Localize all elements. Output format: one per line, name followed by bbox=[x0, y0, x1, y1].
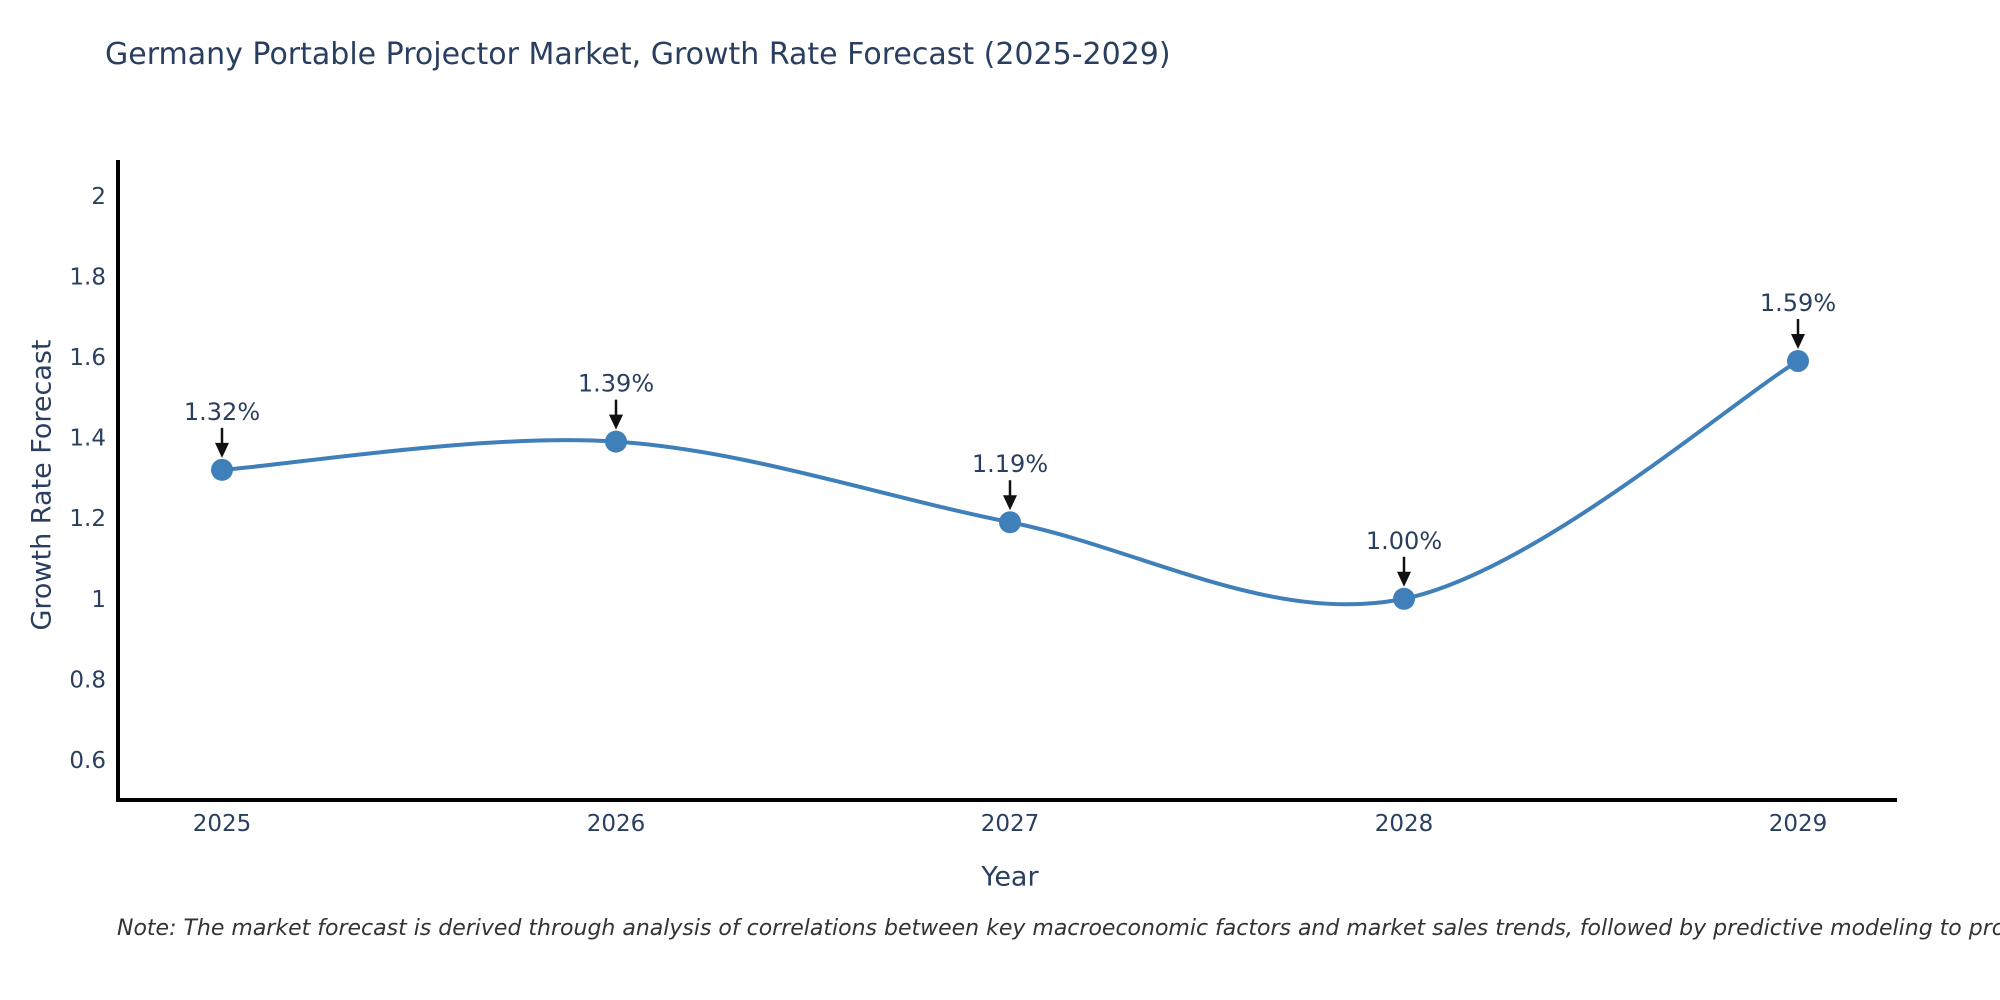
annotation-arrow-head bbox=[1791, 334, 1805, 350]
annotation-arrow-head bbox=[1003, 495, 1017, 511]
y-tick-label: 0.8 bbox=[69, 667, 106, 693]
point-value-label: 1.32% bbox=[184, 398, 260, 426]
x-tick-label: 2027 bbox=[981, 811, 1040, 837]
y-tick-label: 2 bbox=[91, 184, 106, 210]
data-point-marker bbox=[999, 511, 1021, 534]
annotation-arrow-head bbox=[609, 414, 623, 430]
y-tick-label: 1 bbox=[91, 587, 106, 613]
x-axis-title: Year bbox=[981, 861, 1039, 893]
y-tick-label: 1.4 bbox=[69, 426, 106, 452]
y-tick-label: 1.2 bbox=[69, 506, 106, 532]
data-point-marker bbox=[1787, 350, 1809, 373]
x-tick-label: 2026 bbox=[587, 811, 646, 837]
data-point-marker bbox=[605, 430, 627, 453]
data-point-marker bbox=[211, 458, 233, 481]
x-tick-label: 2029 bbox=[1769, 811, 1828, 837]
annotation-arrow-head bbox=[1397, 571, 1411, 587]
y-tick-label: 1.8 bbox=[69, 264, 106, 290]
point-value-label: 1.00% bbox=[1366, 527, 1442, 555]
data-point-marker bbox=[1393, 587, 1415, 610]
x-tick-label: 2025 bbox=[193, 811, 252, 837]
x-tick-label: 2028 bbox=[1375, 811, 1434, 837]
point-value-label: 1.19% bbox=[972, 450, 1048, 478]
y-tick-label: 1.6 bbox=[69, 345, 106, 371]
point-value-label: 1.39% bbox=[578, 370, 654, 398]
footnote: Note: The market forecast is derived thr… bbox=[117, 916, 2000, 941]
y-tick-label: 0.6 bbox=[69, 748, 106, 774]
chart-title: Germany Portable Projector Market, Growt… bbox=[105, 37, 1171, 72]
annotation-arrow-head bbox=[215, 442, 229, 458]
point-value-label: 1.59% bbox=[1760, 289, 1836, 317]
